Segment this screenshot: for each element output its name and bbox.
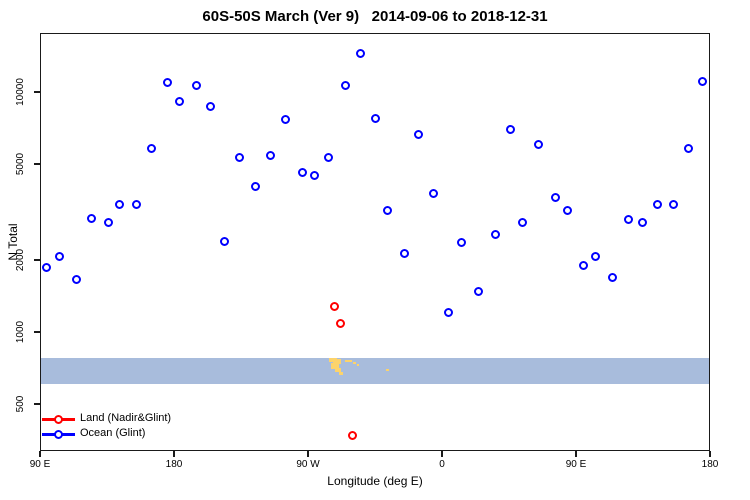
x-axis-tick (39, 451, 41, 457)
legend-land-label: Land (Nadir&Glint) (80, 412, 172, 424)
x-axis-label: Longitude (deg E) (327, 474, 423, 488)
data-point-ocean (562, 205, 572, 215)
data-point-ocean (42, 263, 52, 273)
data-point-ocean (429, 189, 439, 199)
data-point-ocean (310, 171, 320, 181)
x-axis-tick (173, 451, 175, 457)
data-point-ocean (638, 218, 648, 228)
y-tick-label: 5000 (14, 153, 26, 176)
data-point-ocean (341, 81, 351, 91)
data-point-ocean (266, 150, 276, 160)
data-point-ocean (591, 251, 601, 261)
data-point-ocean (191, 81, 201, 91)
data-point-ocean (669, 199, 679, 209)
data-point-ocean (383, 205, 393, 215)
y-axis-tick (34, 259, 40, 261)
map-land-shape (353, 362, 356, 364)
data-point-ocean (355, 49, 365, 59)
data-point-ocean (87, 214, 97, 224)
data-point-ocean (506, 124, 516, 134)
x-tick-label: 90 W (296, 459, 320, 470)
x-tick-label: 180 (701, 459, 719, 470)
legend-ocean-marker-icon (53, 429, 63, 439)
data-point-ocean (400, 248, 410, 258)
legend-ocean-label: Ocean (Glint) (80, 427, 146, 439)
data-point-ocean (147, 143, 157, 153)
x-tick-label: 180 (165, 459, 183, 470)
data-point-ocean (624, 215, 634, 225)
data-point-ocean (684, 144, 694, 154)
y-axis-tick (34, 163, 40, 165)
map-land-shape (331, 363, 339, 369)
data-point-ocean (653, 199, 663, 209)
data-point-ocean (235, 153, 245, 163)
y-axis-tick (34, 91, 40, 93)
data-point-ocean (175, 96, 185, 106)
y-tick-label: 10000 (14, 78, 26, 106)
map-land-shape (339, 372, 343, 375)
data-point-ocean (444, 307, 454, 317)
y-tick-label: 500 (14, 395, 26, 413)
x-tick-label: 0 (439, 459, 445, 470)
data-point-ocean (608, 273, 618, 283)
data-point-land (348, 430, 358, 440)
data-point-ocean (579, 260, 589, 270)
y-tick-label: 1000 (14, 320, 26, 344)
chart-title: 60S-50S March (Ver 9) 2014-09-06 to 2018… (202, 8, 548, 25)
x-axis-tick (307, 451, 309, 457)
data-point-ocean (205, 102, 215, 112)
data-point-ocean (551, 192, 561, 202)
data-point-ocean (220, 236, 230, 246)
map-ocean-band (40, 358, 710, 384)
map-land-shape (335, 368, 341, 372)
data-point-land (330, 301, 340, 311)
plot-area-border (40, 33, 710, 451)
x-tick-label: 90 E (565, 459, 587, 470)
data-point-ocean (698, 76, 708, 86)
map-land-shape (345, 360, 352, 362)
data-point-ocean (518, 217, 528, 227)
data-point-ocean (324, 152, 334, 162)
data-point-ocean (115, 199, 125, 209)
x-axis-tick (441, 451, 443, 457)
data-point-ocean (71, 274, 81, 284)
data-point-ocean (251, 182, 261, 192)
data-point-ocean (457, 237, 467, 247)
data-point-ocean (162, 77, 172, 87)
y-axis-tick (34, 331, 40, 333)
data-point-ocean (534, 139, 544, 149)
x-axis-tick (575, 451, 577, 457)
data-point-ocean (132, 199, 142, 209)
x-axis-tick (709, 451, 711, 457)
map-land-shape (386, 369, 389, 371)
y-tick-label: 2000 (14, 248, 26, 271)
map-land-shape (357, 364, 359, 366)
x-tick-label: 90 E (29, 459, 51, 470)
map-land-shape (333, 359, 341, 364)
data-point-land (335, 318, 345, 328)
data-point-ocean (55, 251, 65, 261)
legend-land-marker-icon (53, 414, 63, 424)
data-point-ocean (103, 218, 113, 228)
y-axis-tick (34, 403, 40, 405)
data-point-ocean (370, 114, 380, 124)
data-point-ocean (474, 286, 484, 296)
data-point-ocean (281, 115, 291, 125)
data-point-ocean (490, 229, 500, 239)
data-point-ocean (297, 168, 307, 178)
data-point-ocean (414, 130, 424, 140)
